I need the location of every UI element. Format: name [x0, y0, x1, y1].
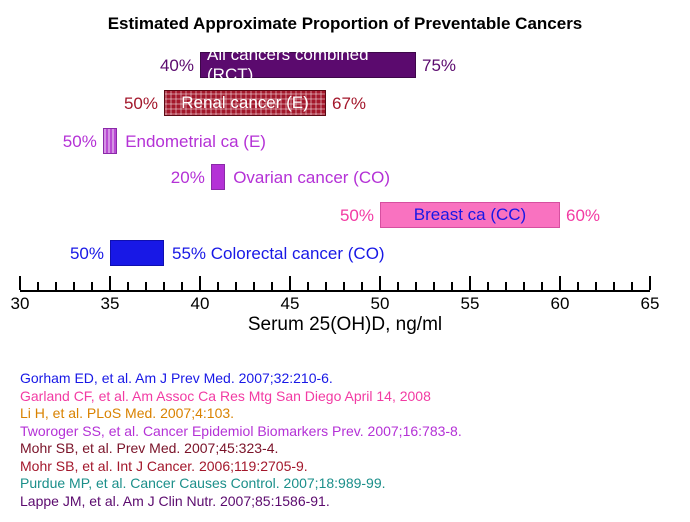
bar-low-pct: 20% — [171, 168, 205, 188]
tick-major — [289, 276, 291, 290]
tick-minor — [415, 282, 417, 290]
tick-minor — [163, 282, 165, 290]
range-bar — [103, 128, 117, 154]
tick-minor — [271, 282, 273, 290]
reference-line: Li H, et al. PLoS Med. 2007;4:103. — [20, 405, 462, 423]
tick-minor — [253, 282, 255, 290]
bar-low-pct: 50% — [340, 206, 374, 226]
tick-major — [379, 276, 381, 290]
tick-minor — [541, 282, 543, 290]
tick-minor — [55, 282, 57, 290]
tick-minor — [73, 282, 75, 290]
reference-line: Purdue MP, et al. Cancer Causes Control.… — [20, 475, 462, 493]
bar-row: 20% Ovarian cancer (CO) — [20, 162, 670, 192]
tick-minor — [307, 282, 309, 290]
bar-label: Ovarian cancer (CO) — [233, 168, 390, 188]
tick-label: 35 — [101, 294, 120, 314]
tick-minor — [217, 282, 219, 290]
tick-minor — [595, 282, 597, 290]
tick-major — [469, 276, 471, 290]
tick-minor — [325, 282, 327, 290]
tick-minor — [145, 282, 147, 290]
tick-major — [649, 276, 651, 290]
tick-minor — [343, 282, 345, 290]
tick-minor — [613, 282, 615, 290]
tick-minor — [487, 282, 489, 290]
tick-minor — [91, 282, 93, 290]
tick-label: 45 — [281, 294, 300, 314]
range-bar — [211, 164, 225, 190]
tick-major — [559, 276, 561, 290]
range-bar — [110, 240, 164, 266]
bar-low-pct: 50% — [63, 132, 97, 152]
bar-high-pct: 60% — [566, 206, 600, 226]
tick-minor — [37, 282, 39, 290]
tick-minor — [505, 282, 507, 290]
tick-label: 30 — [11, 294, 30, 314]
tick-minor — [181, 282, 183, 290]
tick-minor — [127, 282, 129, 290]
reference-line: Mohr SB, et al. Int J Cancer. 2006;119:2… — [20, 458, 462, 476]
bar-low-pct: 40% — [160, 56, 194, 76]
tick-minor — [433, 282, 435, 290]
reference-line: Lappe JM, et al. Am J Clin Nutr. 2007;85… — [20, 493, 462, 511]
range-bar-chart: 40% All cancers combined (RCT) 75% 50% Renal… — [20, 40, 670, 310]
tick-minor — [451, 282, 453, 290]
bar-high-pct: 75% — [422, 56, 456, 76]
tick-label: 65 — [641, 294, 660, 314]
bar-high-pct: 67% — [332, 94, 366, 114]
bar-low-pct: 50% — [70, 244, 104, 264]
range-bar: Breast ca (CC) — [380, 202, 560, 228]
tick-minor — [577, 282, 579, 290]
bar-row: 50% Breast ca (CC) 60% — [20, 200, 670, 230]
bar-label: 55% Colorectal cancer (CO) — [172, 244, 385, 264]
bar-row: 40% All cancers combined (RCT) 75% — [20, 50, 670, 80]
reference-list: Gorham ED, et al. Am J Prev Med. 2007;32… — [20, 370, 462, 510]
axis-title: Serum 25(OH)D, ng/ml — [20, 314, 670, 336]
reference-line: Mohr SB, et al. Prev Med. 2007;45:323-4. — [20, 440, 462, 458]
chart-title: Estimated Approximate Proportion of Prev… — [0, 14, 690, 34]
tick-label: 55 — [461, 294, 480, 314]
tick-minor — [235, 282, 237, 290]
range-bar: All cancers combined (RCT) — [200, 52, 416, 78]
tick-major — [109, 276, 111, 290]
tick-minor — [523, 282, 525, 290]
tick-minor — [631, 282, 633, 290]
reference-line: Tworoger SS, et al. Cancer Epidemiol Bio… — [20, 423, 462, 441]
bar-label: Endometrial ca (E) — [125, 132, 266, 152]
reference-line: Garland CF, et al. Am Assoc Ca Res Mtg S… — [20, 388, 462, 406]
tick-label: 40 — [191, 294, 210, 314]
bar-low-pct: 50% — [124, 94, 158, 114]
tick-label: 50 — [371, 294, 390, 314]
tick-major — [199, 276, 201, 290]
tick-major — [19, 276, 21, 290]
bar-row: 50% Renal cancer (E) 67% — [20, 88, 670, 118]
range-bar: Renal cancer (E) — [164, 90, 326, 116]
tick-label: 60 — [551, 294, 570, 314]
reference-line: Gorham ED, et al. Am J Prev Med. 2007;32… — [20, 370, 462, 388]
tick-minor — [361, 282, 363, 290]
bar-row: 50% 55% Colorectal cancer (CO) — [20, 238, 670, 268]
tick-minor — [397, 282, 399, 290]
axis-line — [20, 290, 650, 292]
bar-row: 50% Endometrial ca (E) — [20, 126, 670, 156]
